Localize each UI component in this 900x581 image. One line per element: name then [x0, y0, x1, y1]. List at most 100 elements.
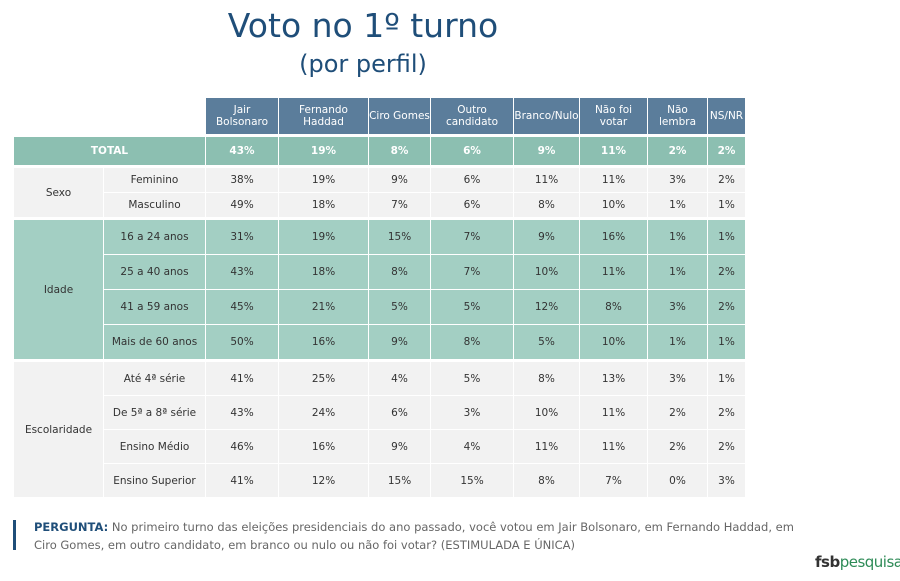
row-label: De 5ª a 8ª série	[103, 395, 206, 430]
value-cell: 1%	[707, 192, 746, 219]
row-label: Ensino Médio	[103, 429, 206, 464]
value-cell: 50%	[205, 324, 279, 361]
value-cell: 2%	[707, 395, 746, 430]
value-cell: 2%	[647, 429, 708, 464]
value-cell: 19%	[278, 134, 369, 167]
accent-bar	[13, 520, 16, 550]
value-cell: 2%	[707, 165, 746, 193]
data-row: 25 a 40 anos 43% 18% 8% 7% 10% 11% 1% 2%	[14, 254, 746, 290]
question-text: No primeiro turno das eleições presidenc…	[34, 520, 794, 552]
value-cell: 6%	[368, 395, 431, 430]
value-cell: 1%	[647, 217, 708, 255]
value-cell: 41%	[205, 463, 279, 498]
logo-suffix: pesquisa	[839, 553, 900, 571]
total-row: TOTAL 43% 19% 8% 6% 9% 11% 2% 2%	[13, 134, 746, 167]
row-label: Mais de 60 anos	[103, 324, 206, 361]
row-label: Feminino	[103, 165, 206, 193]
row-label: Masculino	[103, 192, 206, 219]
value-cell: 7%	[430, 254, 514, 290]
value-cell: 11%	[579, 395, 648, 430]
value-cell: 6%	[430, 192, 514, 219]
value-cell: 2%	[647, 395, 708, 430]
column-header: Fernando Haddad	[278, 97, 369, 136]
value-cell: 9%	[368, 324, 431, 361]
data-row: De 5ª a 8ª série 43% 24% 6% 3% 10% 11% 2% 2%	[14, 395, 746, 430]
value-cell: 1%	[647, 192, 708, 219]
value-cell: 9%	[513, 134, 580, 167]
value-cell: 3%	[647, 359, 708, 396]
value-cell: 46%	[205, 429, 279, 464]
value-cell: 25%	[278, 359, 369, 396]
value-cell: 16%	[278, 429, 369, 464]
value-cell: 0%	[647, 463, 708, 498]
data-row: Ensino Médio 46% 16% 9% 4% 11% 11% 2% 2%	[14, 429, 746, 464]
value-cell: 2%	[707, 429, 746, 464]
value-cell: 31%	[205, 217, 279, 255]
value-cell: 10%	[579, 192, 648, 219]
data-row: Masculino 49% 18% 7% 6% 8% 10% 1% 1%	[14, 192, 746, 219]
logo-brand: fsb	[815, 553, 840, 571]
row-label: Ensino Superior	[103, 463, 206, 498]
value-cell: 5%	[430, 289, 514, 325]
value-cell: 10%	[579, 324, 648, 361]
value-cell: 5%	[430, 359, 514, 396]
column-header: Não foi votar	[579, 97, 648, 136]
value-cell: 11%	[579, 429, 648, 464]
data-row: 41 a 59 anos 45% 21% 5% 5% 12% 8% 3% 2%	[14, 289, 746, 325]
value-cell: 19%	[278, 217, 369, 255]
value-cell: 1%	[707, 359, 746, 396]
value-cell: 15%	[368, 217, 431, 255]
value-cell: 8%	[579, 289, 648, 325]
value-cell: 16%	[278, 324, 369, 361]
row-label: 41 a 59 anos	[103, 289, 206, 325]
header-row: Jair Bolsonaro Fernando Haddad Ciro Gomes O…	[13, 97, 746, 136]
value-cell: 8%	[430, 324, 514, 361]
logo: fsbpesquisa	[815, 553, 900, 571]
question-note: PERGUNTA: No primeiro turno das eleições…	[34, 518, 794, 554]
value-cell: 7%	[368, 192, 431, 219]
value-cell: 11%	[513, 165, 580, 193]
group-label: Idade	[13, 217, 104, 361]
results-table: Jair Bolsonaro Fernando Haddad Ciro Gomes O…	[13, 97, 746, 498]
data-row: Idade 16 a 24 anos 31% 19% 15% 7% 9% 16% 1% 1%	[13, 217, 746, 361]
value-cell: 2%	[647, 134, 708, 167]
value-cell: 11%	[579, 165, 648, 193]
value-cell: 15%	[430, 463, 514, 498]
value-cell: 8%	[368, 134, 431, 167]
value-cell: 10%	[513, 395, 580, 430]
value-cell: 2%	[707, 134, 746, 167]
value-cell: 6%	[430, 134, 514, 167]
value-cell: 9%	[368, 165, 431, 193]
value-cell: 8%	[368, 254, 431, 290]
group-label: Sexo	[13, 165, 104, 219]
value-cell: 15%	[368, 463, 431, 498]
value-cell: 10%	[513, 254, 580, 290]
column-header: Não lembra	[647, 97, 708, 136]
value-cell: 3%	[647, 165, 708, 193]
value-cell: 7%	[430, 217, 514, 255]
data-row: Escolaridade Até 4ª série 41% 25% 4% 5% 8% 13% 3…	[13, 359, 746, 498]
value-cell: 43%	[205, 134, 279, 167]
row-label: Até 4ª série	[103, 359, 206, 396]
value-cell: 18%	[278, 254, 369, 290]
blank-cell	[13, 97, 206, 136]
value-cell: 2%	[707, 254, 746, 290]
table-body: TOTAL 43% 19% 8% 6% 9% 11% 2% 2% Sexo Feminino 38% 1…	[13, 134, 746, 498]
value-cell: 3%	[430, 395, 514, 430]
value-cell: 5%	[368, 289, 431, 325]
column-header: Branco/Nulo	[513, 97, 580, 136]
value-cell: 12%	[278, 463, 369, 498]
data-row: Ensino Superior 41% 12% 15% 15% 8% 7% 0% 3%	[14, 463, 746, 498]
column-header: Outro candidato	[430, 97, 514, 136]
subtitle: (por perfil)	[299, 50, 427, 78]
value-cell: 8%	[513, 359, 580, 396]
column-header: Ciro Gomes	[368, 97, 431, 136]
value-cell: 3%	[647, 289, 708, 325]
value-cell: 1%	[707, 217, 746, 255]
value-cell: 1%	[647, 254, 708, 290]
value-cell: 4%	[430, 429, 514, 464]
value-cell: 4%	[368, 359, 431, 396]
value-cell: 16%	[579, 217, 648, 255]
value-cell: 8%	[513, 192, 580, 219]
